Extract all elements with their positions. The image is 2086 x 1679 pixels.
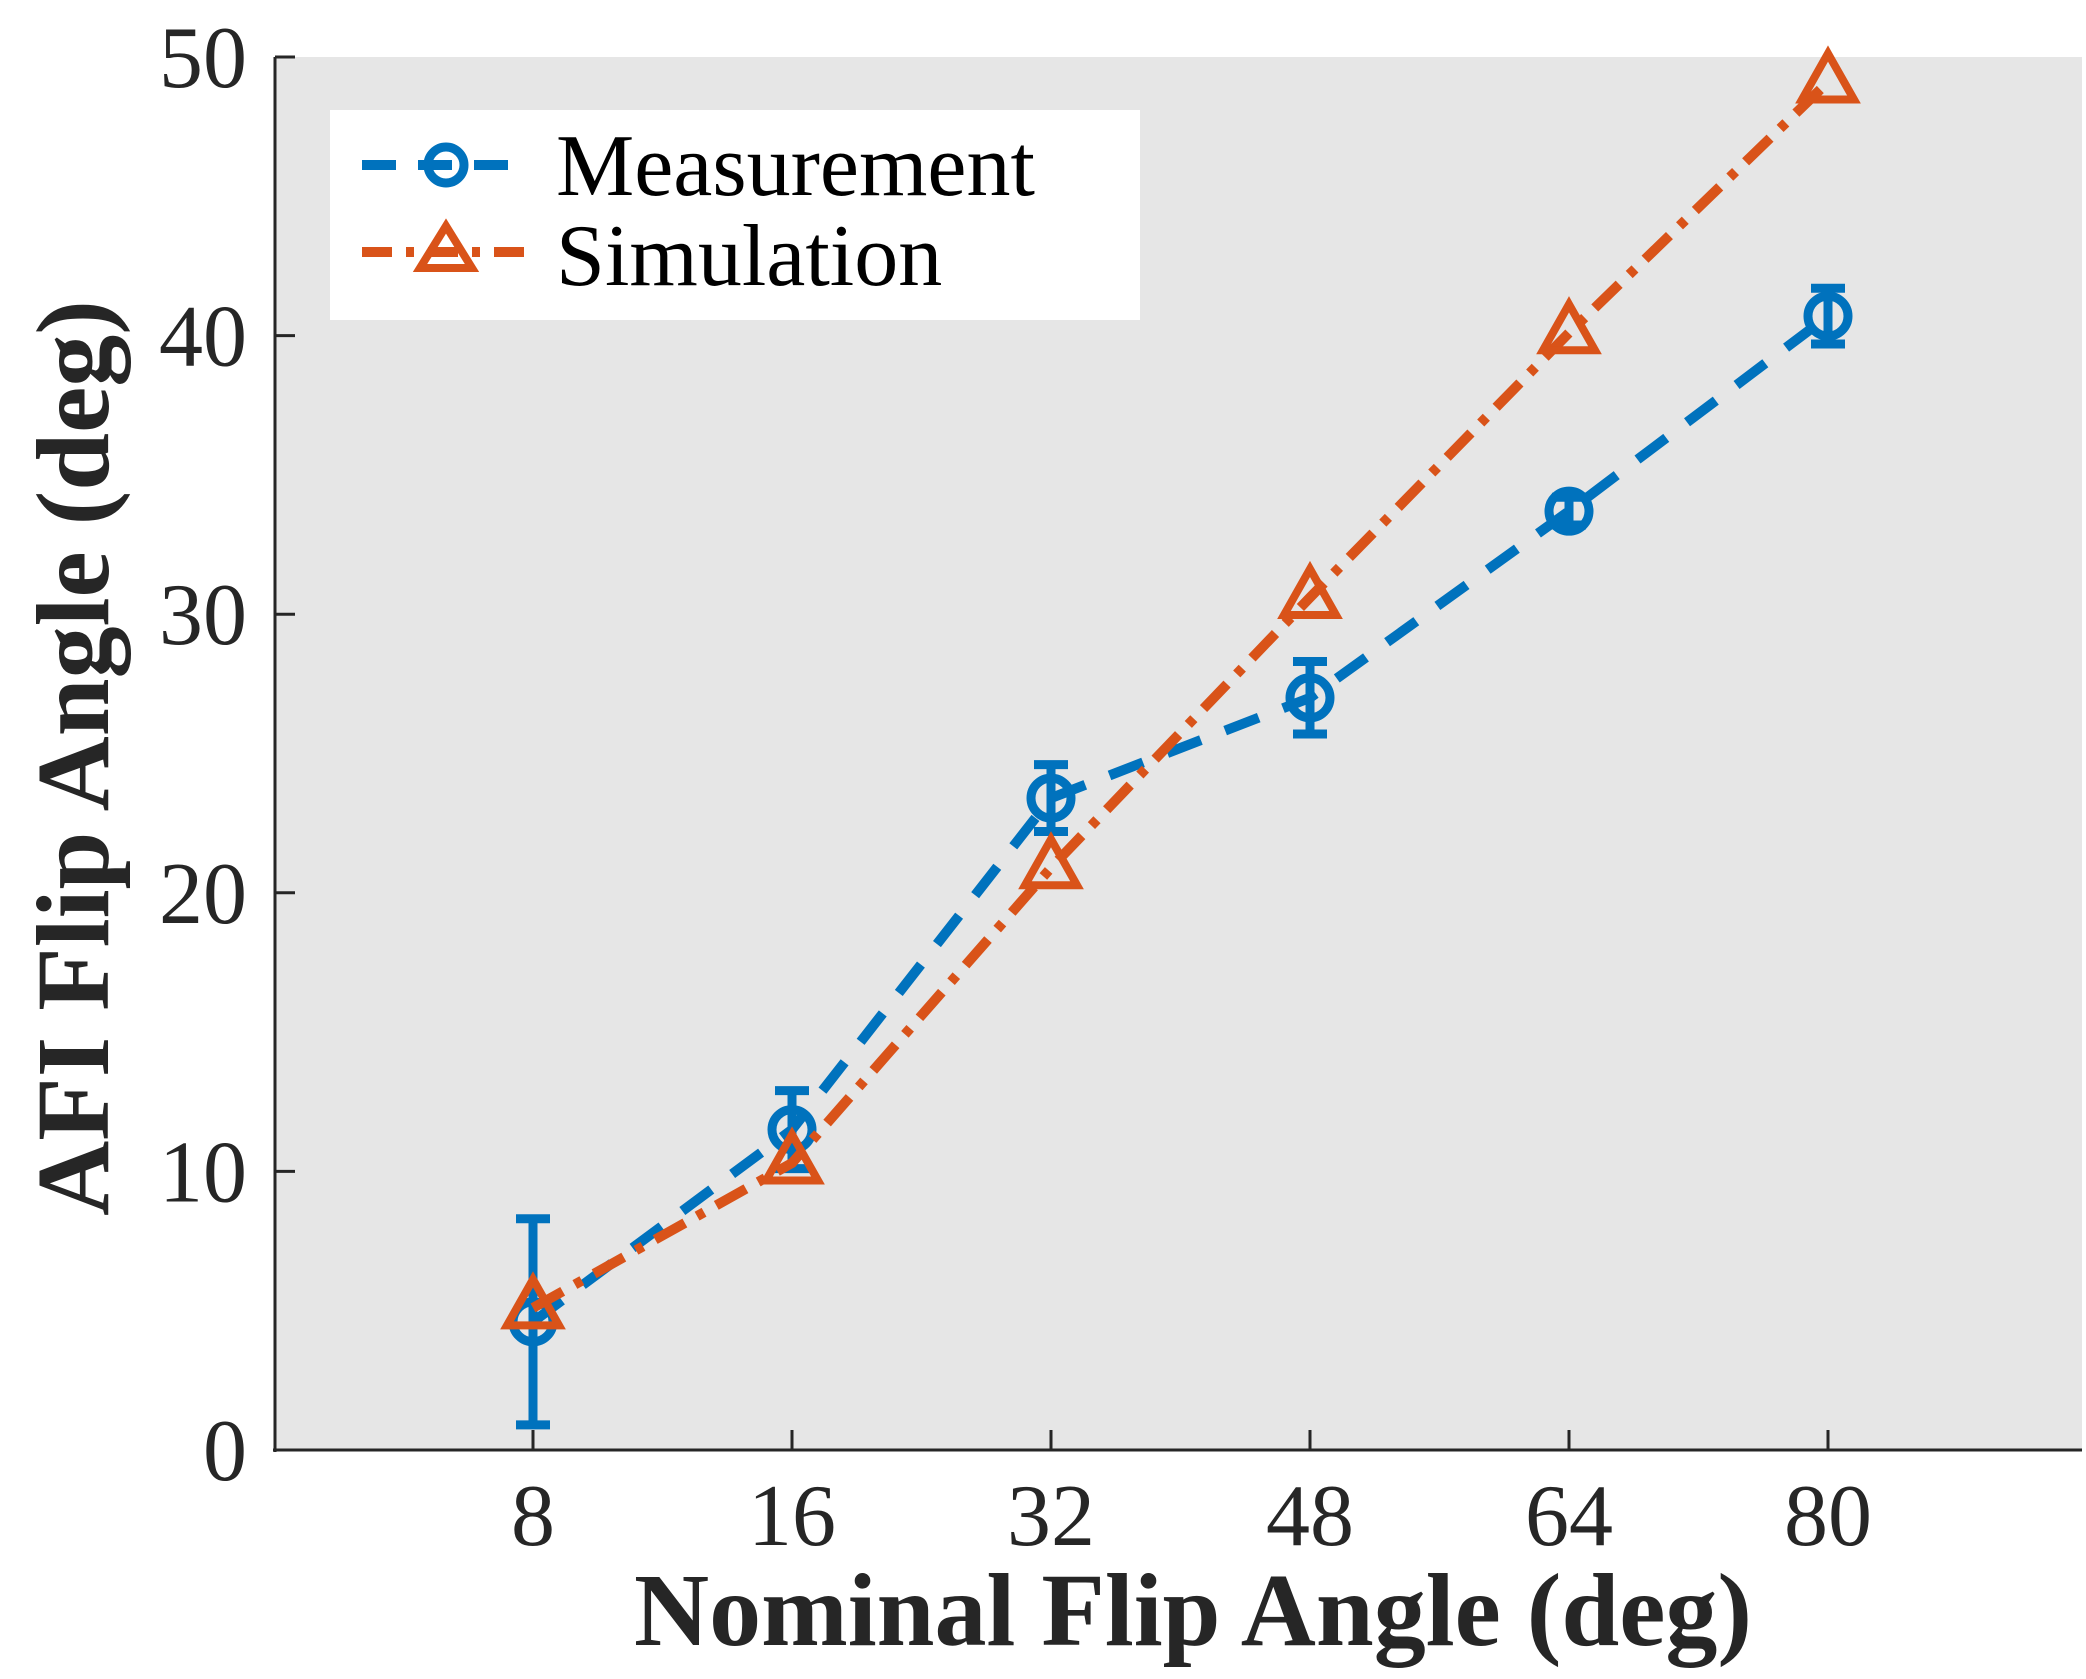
x-tick-label: 80 [1784, 1468, 1872, 1565]
x-tick-label: 48 [1266, 1468, 1354, 1565]
y-tick-label: 0 [203, 1403, 247, 1500]
x-tick-label: 32 [1007, 1468, 1095, 1565]
x-tick-label: 8 [511, 1468, 555, 1565]
legend-measurement-label: Measurement [556, 118, 1035, 215]
y-tick-label: 50 [159, 10, 247, 107]
series-line [530, 78, 1832, 1313]
y-axis-title: AFI Flip Angle (deg) [16, 300, 131, 1216]
data-point-triangle [500, 1271, 566, 1330]
data-point-circle [767, 1105, 817, 1155]
data-point-triangle [1277, 560, 1343, 619]
axes-layer [273, 57, 2082, 1452]
data-point-triangle [1536, 296, 1602, 355]
x-tick-label: 16 [748, 1468, 836, 1565]
series-line [530, 312, 1832, 1326]
y-tick-label: 40 [159, 289, 247, 386]
data-point-circle [1803, 291, 1853, 341]
data-point-circle [1285, 673, 1335, 723]
data-point-triangle [1795, 45, 1861, 104]
y-tick-label: 30 [159, 567, 247, 664]
data-point-circle [1026, 773, 1076, 823]
y-tick-label: 20 [159, 846, 247, 943]
data-point-circle [1544, 486, 1594, 536]
legend-simulation-label: Simulation [556, 208, 942, 305]
data-point-triangle [1018, 831, 1084, 890]
legend-simulation-triangle-icon [412, 218, 480, 272]
x-tick-label: 64 [1525, 1468, 1613, 1565]
x-axis-title: Nominal Flip Angle (deg) [634, 1553, 1752, 1668]
legend-measurement-circle-icon [423, 142, 469, 188]
data-point-triangle [759, 1126, 825, 1185]
series-layer [500, 45, 1861, 1430]
series-simulation [500, 45, 1861, 1330]
legend: Measurement Simulation [330, 110, 1140, 320]
y-tick-label: 10 [159, 1124, 247, 1221]
legend-box [330, 110, 1140, 320]
ticks-layer: 0 10 20 30 40 50 8 16 32 48 64 80 [159, 10, 1872, 1565]
